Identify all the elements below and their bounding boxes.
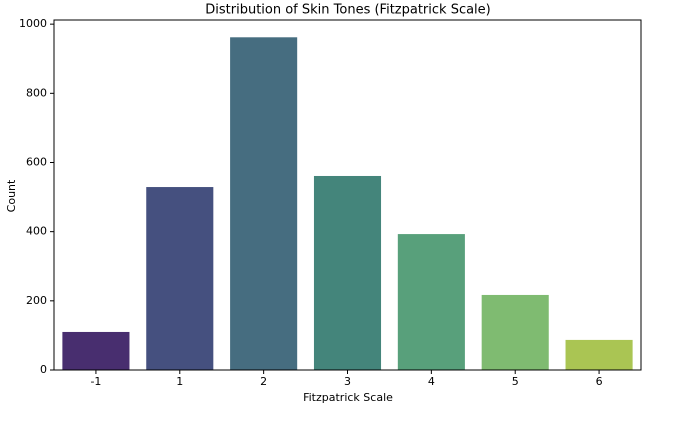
x-tick-label: -1 — [90, 375, 101, 388]
bar — [230, 37, 298, 371]
chart-title: Distribution of Skin Tones (Fitzpatrick … — [205, 3, 491, 18]
y-tick-label: 0 — [40, 363, 47, 376]
y-tick-label: 400 — [26, 225, 47, 238]
y-tick-label: 600 — [26, 155, 47, 168]
y-axis-label: Count — [5, 179, 18, 212]
bar — [313, 175, 382, 370]
plot-frame — [53, 19, 642, 371]
x-axis-label: Fitzpatrick Scale — [303, 391, 393, 404]
x-tick-label: 2 — [260, 375, 267, 388]
x-tick-label: 4 — [428, 375, 435, 388]
bar — [146, 187, 214, 370]
bar — [481, 294, 549, 370]
bar — [62, 331, 130, 370]
bar — [565, 339, 633, 370]
y-tick-label: 1000 — [19, 17, 47, 30]
x-tick-label: 6 — [596, 375, 603, 388]
y-tick-label: 200 — [26, 294, 47, 307]
x-tick-label: 1 — [176, 375, 183, 388]
x-tick-label: 3 — [344, 375, 351, 388]
y-tick-label: 800 — [26, 86, 47, 99]
bar — [397, 234, 465, 370]
x-tick-label: 5 — [512, 375, 519, 388]
